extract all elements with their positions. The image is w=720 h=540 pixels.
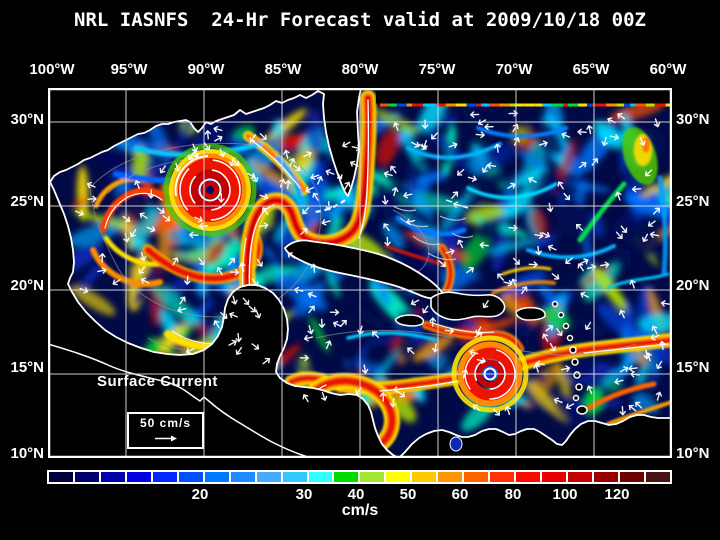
map-variable-label: Surface Current <box>97 373 218 390</box>
map-border <box>47 87 673 459</box>
y-tick-left-25n: 25°N <box>10 193 44 210</box>
colorbar-cell <box>360 472 387 482</box>
page-title: NRL IASNFS 24-Hr Forecast valid at 2009/… <box>74 9 646 31</box>
y-tick-right-10n: 10°N <box>676 445 710 462</box>
lesser-antilles <box>551 300 588 415</box>
colorbar-cell <box>152 472 179 482</box>
bahamas <box>392 199 474 261</box>
x-tick-65w: 65°W <box>572 61 610 78</box>
x-tick-80w: 80°W <box>341 61 379 78</box>
colorbar-cell <box>645 472 670 482</box>
y-tick-right-15n: 15°N <box>676 359 710 376</box>
domain-boundary-stripe <box>380 103 673 107</box>
colorbar-cell <box>619 472 646 482</box>
colorbar-cell <box>412 472 439 482</box>
forecast-map <box>47 83 691 461</box>
colorbar-unit-label: cm/s <box>341 502 379 519</box>
colorbar-cell <box>74 472 101 482</box>
x-tick-95w: 95°W <box>110 61 148 78</box>
colorbar-cell <box>568 472 595 482</box>
colorbar <box>47 470 672 484</box>
colorbar-tick-100: 100 <box>552 486 578 503</box>
lat-lon-grid <box>48 88 672 458</box>
colorbar-tick-20: 20 <box>191 486 209 503</box>
y-tick-right-20n: 20°N <box>676 277 710 294</box>
y-tick-right-30n: 30°N <box>676 111 710 128</box>
x-tick-85w: 85°W <box>264 61 302 78</box>
y-tick-left-20n: 20°N <box>10 277 44 294</box>
pacific-coastline <box>47 343 309 458</box>
reference-vector-box: 50 cm/s <box>127 412 204 449</box>
reference-vector-label: 50 cm/s <box>139 416 192 430</box>
colorbar-cell <box>126 472 153 482</box>
colorbar-cell <box>100 472 127 482</box>
colorbar-cell <box>256 472 283 482</box>
florida-keys <box>313 199 346 214</box>
colorbar-tick-120: 120 <box>604 486 630 503</box>
colorbar-cell <box>334 472 361 482</box>
colorbar-cell <box>308 472 335 482</box>
colorbar-tick-40: 40 <box>347 486 365 503</box>
colorbar-tick-80: 80 <box>504 486 522 503</box>
lake-maracaibo <box>449 436 463 452</box>
model-domain-mask <box>376 88 672 104</box>
colorbar-cell <box>204 472 231 482</box>
colorbar-cell <box>178 472 205 482</box>
scale-arrow-icon <box>154 435 177 442</box>
colorbar-cell <box>464 472 491 482</box>
jamaica <box>394 314 425 327</box>
colorbar-tick-30: 30 <box>295 486 313 503</box>
y-tick-left-30n: 30°N <box>10 111 44 128</box>
colorbar-cell <box>386 472 413 482</box>
surface-current-field <box>47 83 691 461</box>
gulf-ring-eddy <box>163 143 257 237</box>
colorbar-cell <box>49 472 75 482</box>
colorbar-cell <box>516 472 543 482</box>
colorbar-tick-labels: 20 30 40 50 60 80 100 120 <box>47 486 672 504</box>
colorbar-tick-50: 50 <box>399 486 417 503</box>
colorbar-cell <box>230 472 257 482</box>
x-tick-100w: 100°W <box>29 61 75 78</box>
colorbar-cell <box>490 472 517 482</box>
x-tick-90w: 90°W <box>187 61 225 78</box>
colorbar-cell <box>282 472 309 482</box>
current-vector-arrows <box>75 110 671 416</box>
puerto-rico <box>515 306 546 321</box>
y-tick-left-15n: 15°N <box>10 359 44 376</box>
x-tick-70w: 70°W <box>495 61 533 78</box>
colorbar-cell <box>542 472 569 482</box>
x-tick-75w: 75°W <box>418 61 456 78</box>
hispaniola <box>430 291 506 321</box>
colorbar-cell <box>438 472 465 482</box>
colorbar-tick-60: 60 <box>451 486 469 503</box>
y-tick-left-10n: 10°N <box>10 445 44 462</box>
colorbar-cell <box>594 472 620 482</box>
y-tick-right-25n: 25°N <box>676 193 710 210</box>
x-tick-60w: 60°W <box>649 61 687 78</box>
